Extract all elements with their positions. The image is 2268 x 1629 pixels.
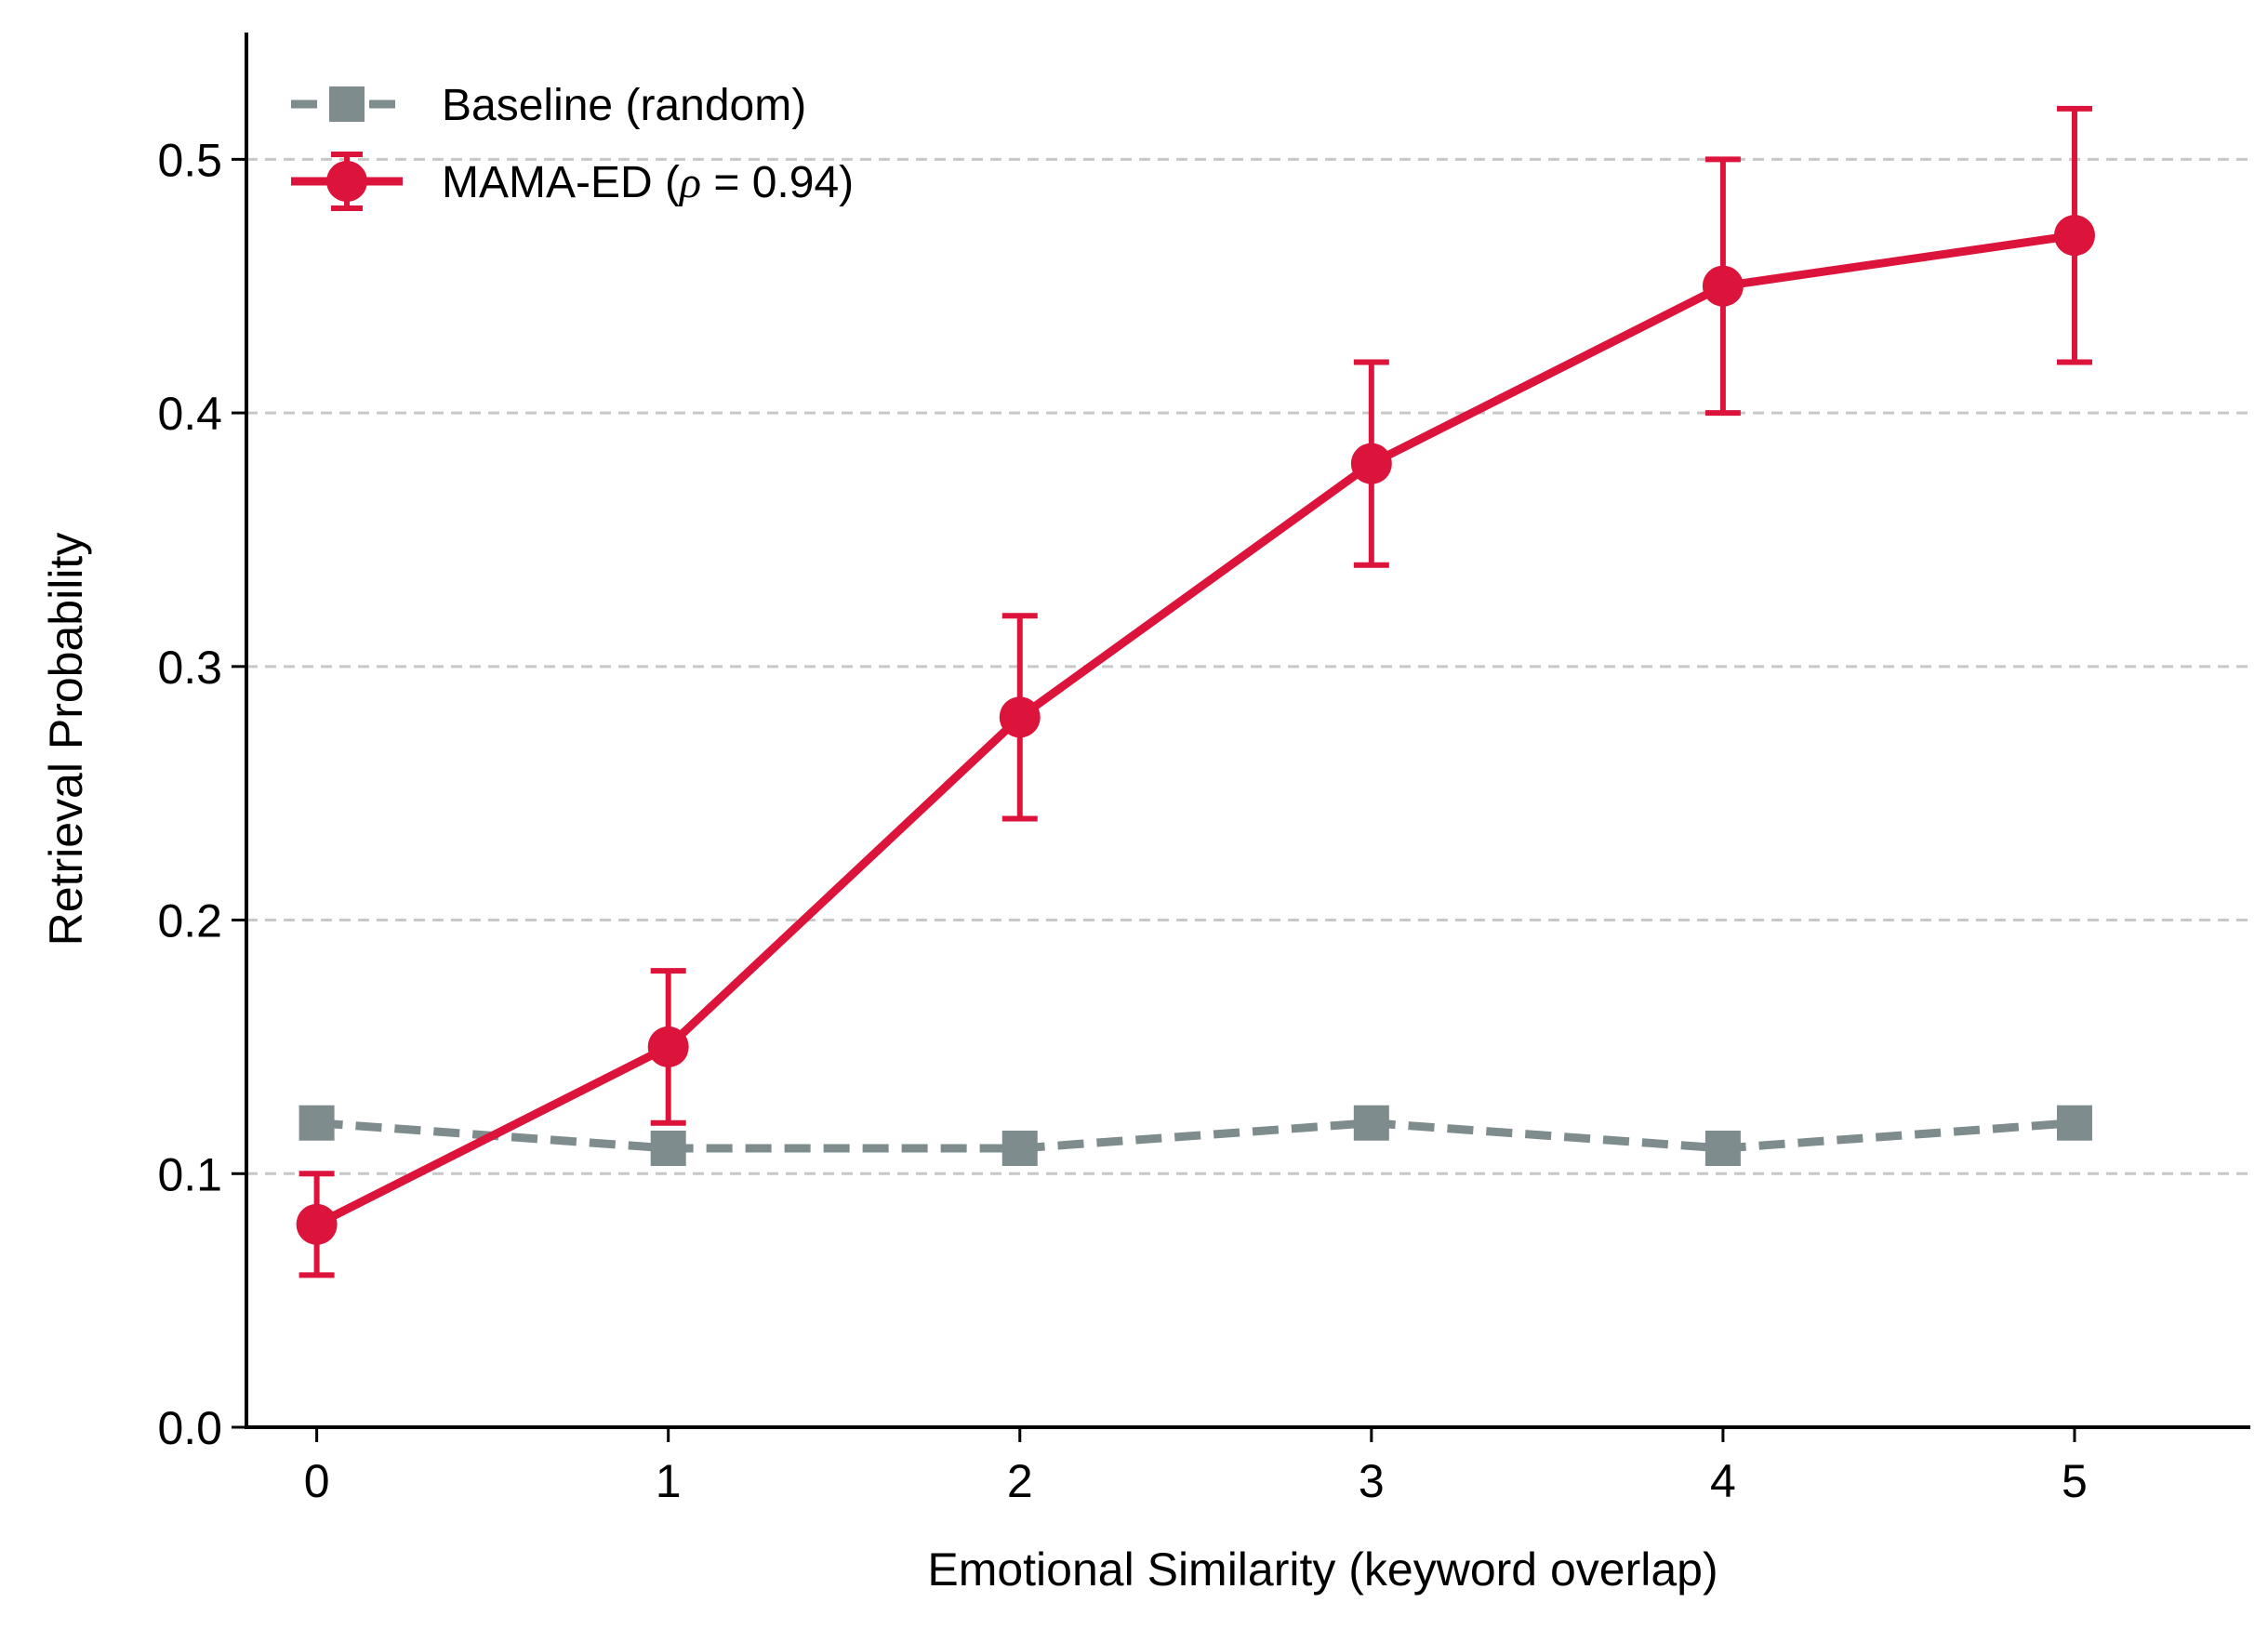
x-tick-label-5: 5 [2062,1455,2088,1507]
legend-mama-ed-suffix: = 0.94) [701,158,854,207]
legend-mama-ed-symbol: ρ [678,158,701,207]
y-tick-label-0.4: 0.4 [157,388,222,440]
mama-ed-line [314,231,2076,1228]
legend: Baseline (random) MAMA-ED (ρ = 0.94) [291,81,854,211]
baseline-point-2 [1001,1131,1038,1166]
legend-mama-ed-marker [326,161,367,202]
y-tick-label-0.2: 0.2 [157,895,222,947]
legend-item-mama-ed: MAMA-ED (ρ = 0.94) [291,152,854,211]
x-tick-label-0: 0 [304,1455,330,1507]
x-tick-label-3: 3 [1359,1455,1385,1507]
y-tick-label-0.3: 0.3 [157,642,222,694]
baseline-point-1 [650,1131,686,1166]
legend-baseline-label: Baseline (random) [442,81,806,130]
axes [245,33,2250,1429]
legend-mama-ed-prefix: MAMA-ED ( [442,158,680,207]
legend-mama-ed-label: MAMA-ED (ρ = 0.94) [442,158,854,207]
mama-ed-point-0 [296,1203,338,1245]
x-tick-label-1: 1 [656,1455,682,1507]
baseline-point-4 [1704,1131,1741,1166]
mama-ed-point-2 [999,696,1041,738]
legend-item-baseline: Baseline (random) [291,81,806,130]
mama-ed-point-1 [647,1026,689,1067]
baseline-line [316,1119,2076,1153]
baseline-point-5 [2056,1105,2092,1141]
x-tick-label-4: 4 [1710,1455,1736,1507]
y-tick-label-0.0: 0.0 [157,1402,222,1454]
baseline-point-3 [1353,1105,1389,1141]
mama-ed-point-5 [2053,215,2095,257]
ticks: 0.0 0.1 0.2 0.3 0.4 0.5 0 1 2 3 4 5 [157,134,2087,1507]
y-axis-title: Retrieval Probability [40,533,92,947]
y-tick-label-0.5: 0.5 [157,134,222,186]
mama-ed-point-4 [1702,265,1744,307]
series [296,105,2095,1278]
mama-ed-point-3 [1350,443,1392,484]
baseline-point-0 [298,1105,335,1141]
x-axis-title: Emotional Similarity (keyword overlap) [927,1543,1718,1596]
grid [246,157,2250,1175]
x-tick-label-2: 2 [1007,1455,1033,1507]
legend-baseline-marker [329,86,365,122]
y-tick-label-0.1: 0.1 [157,1148,222,1200]
